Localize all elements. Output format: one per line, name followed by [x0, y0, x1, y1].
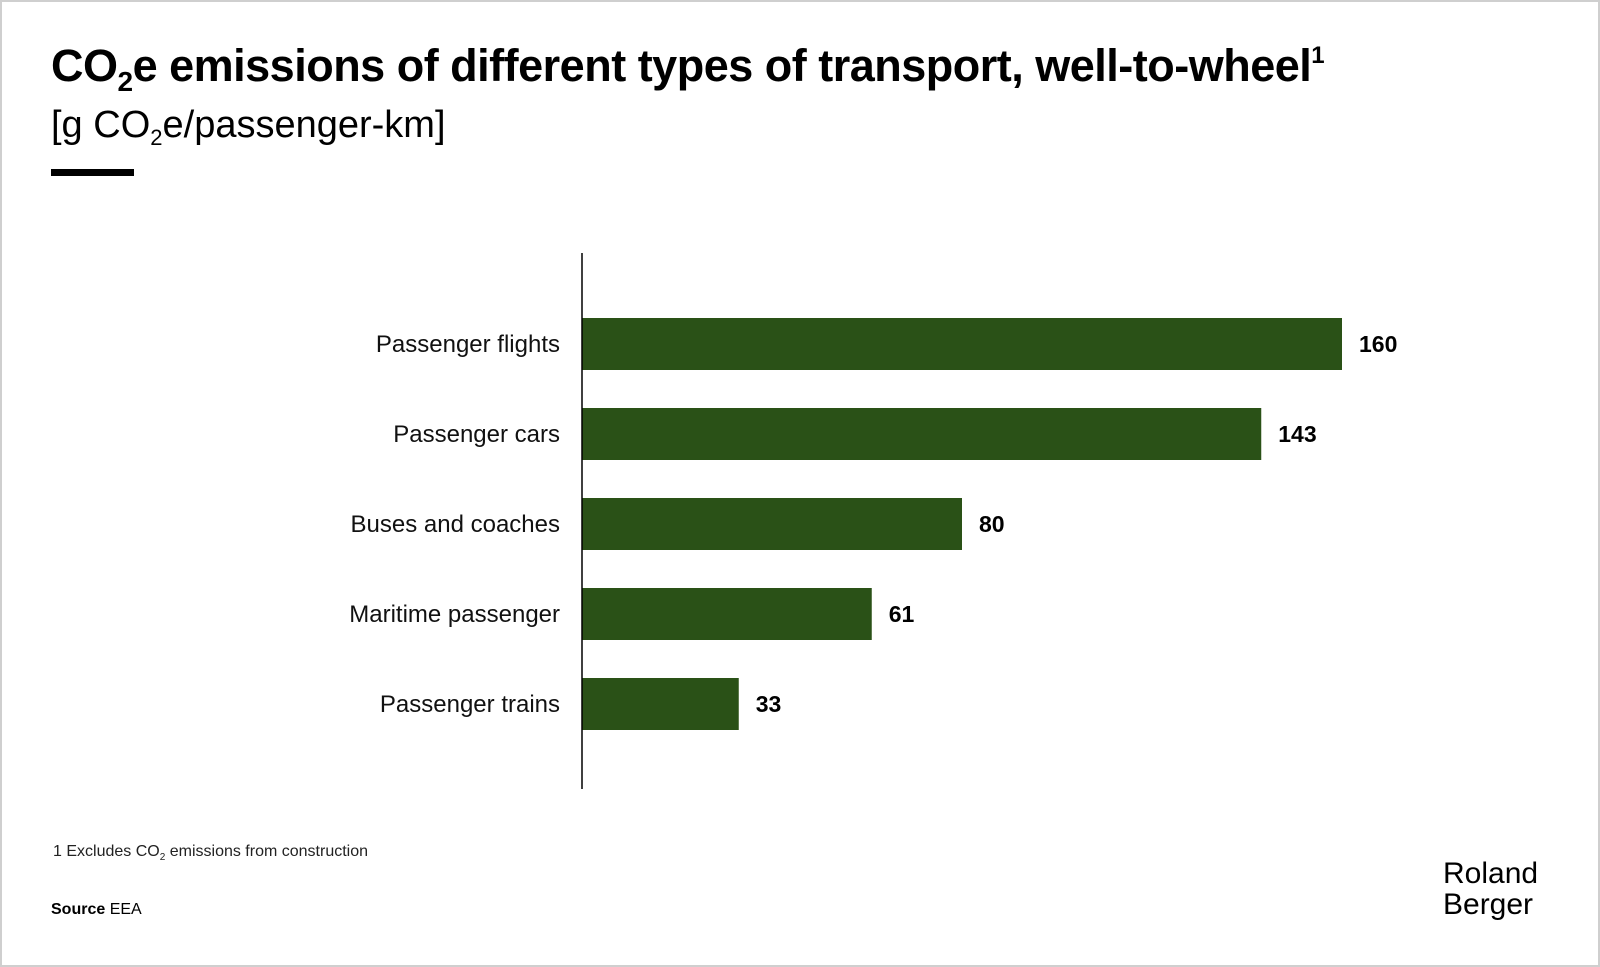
data-label: 143: [1278, 421, 1316, 447]
category-label: Passenger cars: [393, 421, 560, 448]
logo-line-2: Berger: [1443, 888, 1534, 921]
unit-subscript: 2: [150, 125, 163, 150]
chart-unit: [g CO2e/passenger-km]: [51, 104, 446, 151]
footnote-text-rest: emissions from construction: [165, 843, 369, 860]
unit-text: [g CO: [51, 104, 151, 146]
source-label: Source: [51, 901, 106, 918]
title-subscript: 2: [117, 66, 134, 97]
category-label: Maritime passenger: [349, 601, 560, 628]
bar: [582, 678, 739, 730]
category-label: Passenger trains: [380, 691, 560, 718]
data-label: 61: [889, 601, 915, 627]
bar: [582, 408, 1262, 460]
bar: [582, 588, 872, 640]
chart-title: CO2e emissions of different types of tra…: [51, 40, 1325, 98]
footnote-text: 1 Excludes CO: [53, 843, 160, 860]
unit-text-rest: e/passenger-km]: [162, 104, 446, 146]
roland-berger-logo: Roland Berger: [1443, 858, 1538, 920]
source: Source EEA: [51, 901, 142, 919]
category-label: Passenger flights: [376, 331, 560, 358]
bar: [582, 498, 962, 550]
title-rule: [51, 169, 134, 176]
logo-line-1: Roland: [1443, 857, 1539, 890]
data-label: 33: [756, 691, 782, 717]
source-value: EEA: [109, 901, 142, 918]
bar: [582, 318, 1342, 370]
title-text: CO: [51, 40, 118, 91]
footnote: 1 Excludes CO2 emissions from constructi…: [53, 843, 368, 863]
data-label: 80: [979, 511, 1005, 537]
footnote-subscript: 2: [159, 852, 166, 864]
data-label: 160: [1359, 331, 1397, 357]
category-label: Buses and coaches: [351, 511, 560, 538]
title-text-rest: e emissions of different types of transp…: [132, 40, 1312, 91]
title-footnote-mark: 1: [1311, 42, 1325, 69]
